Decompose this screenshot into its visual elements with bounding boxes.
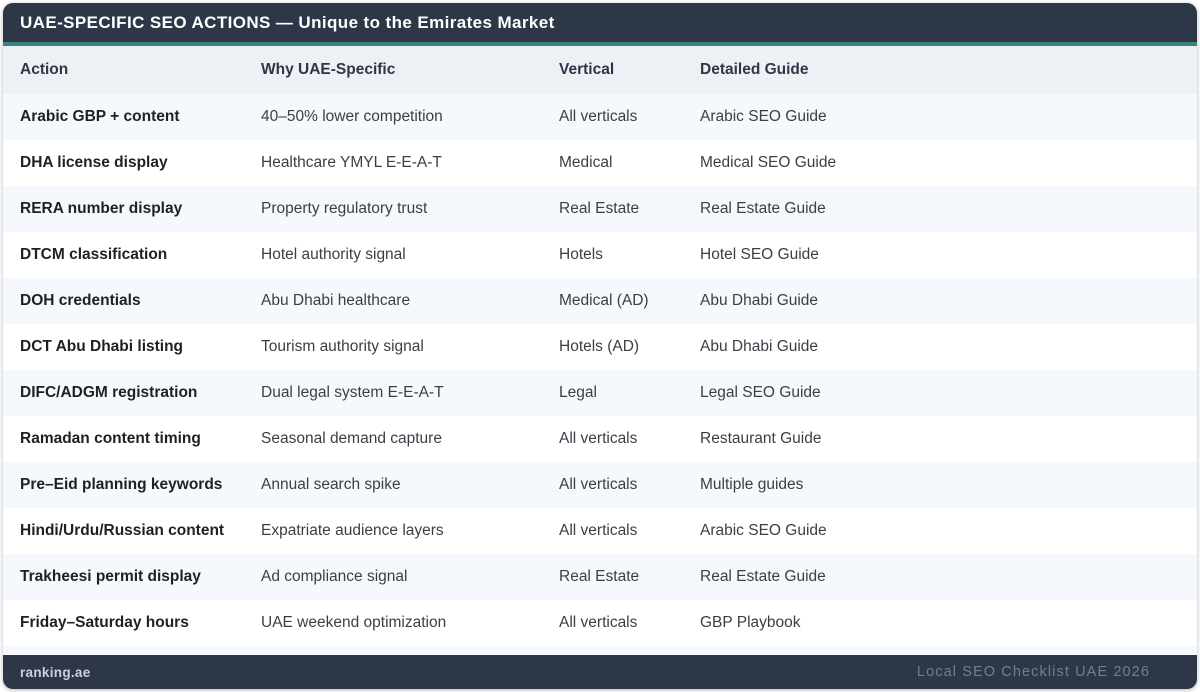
cell-action: Trakheesi permit display <box>20 568 201 585</box>
table-filler-strip <box>3 646 1197 655</box>
column-header-vertical: Vertical <box>542 46 683 94</box>
footer-brand: ranking.ae <box>20 664 91 680</box>
cell-why-uae-specific: Tourism authority signal <box>261 338 424 355</box>
table-row: RERA number display Property regulatory t… <box>3 186 1197 232</box>
cell-action: DIFC/ADGM registration <box>20 384 198 401</box>
cell-detailed-guide: Hotel SEO Guide <box>700 246 819 263</box>
cell-vertical: All verticals <box>559 614 638 631</box>
cell-why-uae-specific: Expatriate audience layers <box>261 522 444 539</box>
cell-vertical: All verticals <box>559 476 638 493</box>
table-header-row: Action Why UAE-Specific Vertical Detaile… <box>3 46 1197 94</box>
cell-detailed-guide: Real Estate Guide <box>700 200 826 217</box>
table-row: Friday–Saturday hours UAE weekend optimiz… <box>3 600 1197 646</box>
cell-action: DOH credentials <box>20 292 141 309</box>
footer-bar: ranking.ae Local SEO Checklist UAE 2026 <box>3 655 1197 689</box>
cell-why-uae-specific: Ad compliance signal <box>261 568 408 585</box>
cell-detailed-guide: Abu Dhabi Guide <box>700 292 819 309</box>
cell-detailed-guide: Real Estate Guide <box>700 568 826 585</box>
seo-actions-table: Action Why UAE-Specific Vertical Detaile… <box>3 46 1197 646</box>
table-row: Ramadan content timing Seasonal demand ca… <box>3 416 1197 462</box>
cell-vertical: Hotels <box>559 246 603 263</box>
page-title: UAE-SPECIFIC SEO ACTIONS — Unique to the… <box>20 12 555 32</box>
table-row: DCT Abu Dhabi listing Tourism authority s… <box>3 324 1197 370</box>
cell-why-uae-specific: Dual legal system E-E-A-T <box>261 384 444 401</box>
table-row: DHA license display Healthcare YMYL E-E-A… <box>3 140 1197 186</box>
table-row: Trakheesi permit display Ad compliance si… <box>3 554 1197 600</box>
cell-vertical: Real Estate <box>559 200 640 217</box>
cell-action: Arabic GBP + content <box>20 108 180 125</box>
cell-action: Pre–Eid planning keywords <box>20 476 223 493</box>
column-header-why: Why UAE-Specific <box>244 46 542 94</box>
table-row: Hindi/Urdu/Russian content Expatriate aud… <box>3 508 1197 554</box>
table-body: Arabic GBP + content 40–50% lower competi… <box>3 94 1197 646</box>
table-row: DIFC/ADGM registration Dual legal system … <box>3 370 1197 416</box>
cell-why-uae-specific: Abu Dhabi healthcare <box>261 292 411 309</box>
cell-detailed-guide: Arabic SEO Guide <box>700 108 827 125</box>
cell-action: Friday–Saturday hours <box>20 614 189 631</box>
footer-note: Local SEO Checklist UAE 2026 <box>916 664 1150 680</box>
cell-why-uae-specific: Healthcare YMYL E-E-A-T <box>261 154 442 171</box>
cell-detailed-guide: Abu Dhabi Guide <box>700 338 819 355</box>
cell-vertical: All verticals <box>559 430 638 447</box>
table-row: Arabic GBP + content 40–50% lower competi… <box>3 94 1197 140</box>
column-header-guide: Detailed Guide <box>683 46 1197 94</box>
cell-action: DTCM classification <box>20 246 168 263</box>
table-card: UAE-SPECIFIC SEO ACTIONS — Unique to the… <box>3 3 1197 689</box>
cell-action: RERA number display <box>20 200 183 217</box>
cell-why-uae-specific: Seasonal demand capture <box>261 430 442 447</box>
cell-vertical: Medical <box>559 154 613 171</box>
title-bar: UAE-SPECIFIC SEO ACTIONS — Unique to the… <box>3 3 1197 46</box>
cell-action: Hindi/Urdu/Russian content <box>20 522 225 539</box>
cell-why-uae-specific: Property regulatory trust <box>261 200 428 217</box>
table-row: Pre–Eid planning keywords Annual search s… <box>3 462 1197 508</box>
cell-why-uae-specific: UAE weekend optimization <box>261 614 447 631</box>
cell-vertical: Medical (AD) <box>559 292 649 309</box>
cell-detailed-guide: Legal SEO Guide <box>700 384 821 401</box>
cell-vertical: All verticals <box>559 522 638 539</box>
cell-detailed-guide: Arabic SEO Guide <box>700 522 827 539</box>
cell-detailed-guide: GBP Playbook <box>700 614 801 631</box>
cell-detailed-guide: Restaurant Guide <box>700 430 822 447</box>
cell-vertical: Real Estate <box>559 568 640 585</box>
column-header-action: Action <box>3 46 244 94</box>
cell-action: DCT Abu Dhabi listing <box>20 338 184 355</box>
cell-why-uae-specific: 40–50% lower competition <box>261 108 443 125</box>
cell-why-uae-specific: Hotel authority signal <box>261 246 406 263</box>
cell-why-uae-specific: Annual search spike <box>261 476 401 493</box>
cell-detailed-guide: Medical SEO Guide <box>700 154 837 171</box>
table-row: DTCM classification Hotel authority signa… <box>3 232 1197 278</box>
cell-action: DHA license display <box>20 154 168 171</box>
cell-vertical: Legal <box>559 384 597 401</box>
cell-detailed-guide: Multiple guides <box>700 476 804 493</box>
table-row: DOH credentials Abu Dhabi healthcare Medic… <box>3 278 1197 324</box>
cell-vertical: All verticals <box>559 108 638 125</box>
cell-vertical: Hotels (AD) <box>559 338 640 355</box>
cell-action: Ramadan content timing <box>20 430 201 447</box>
